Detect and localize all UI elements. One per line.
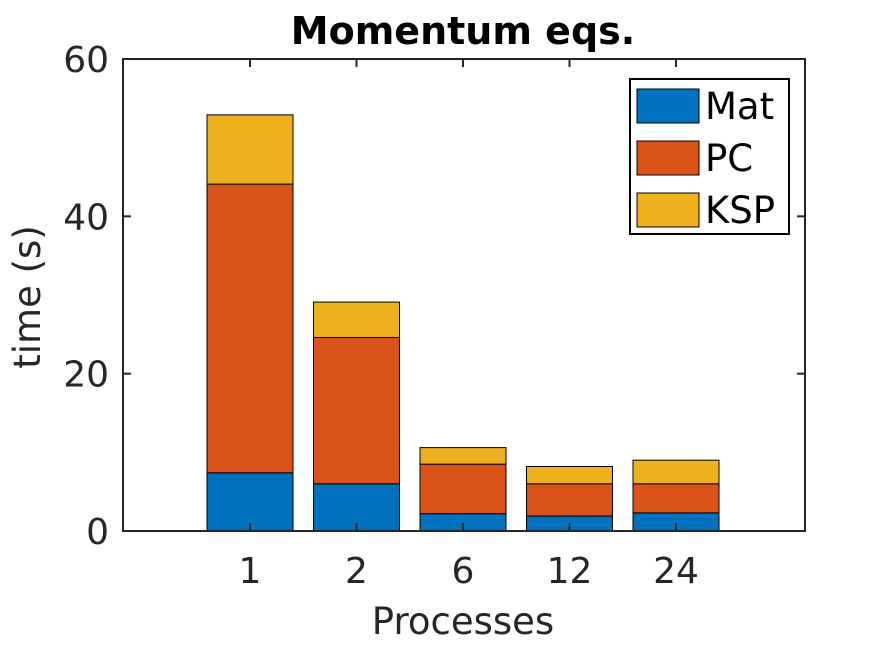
legend-label-ksp: KSP — [705, 189, 775, 232]
x-tick-label-1: 1 — [239, 551, 262, 592]
bar-pc-12 — [526, 483, 613, 517]
bar-pc-1 — [206, 183, 294, 474]
legend-label-pc: PC — [705, 137, 753, 180]
bar-ksp-1 — [206, 114, 294, 185]
x-tick-label-12: 12 — [547, 551, 593, 592]
bar-ksp-6 — [419, 447, 507, 465]
bar-pc-6 — [419, 463, 507, 515]
y-tick-label-40: 40 — [63, 197, 109, 238]
bar-ksp-24 — [632, 459, 720, 485]
x-tick-label-2: 2 — [345, 551, 368, 592]
bar-ksp-2 — [313, 301, 400, 338]
bars-group — [206, 114, 720, 532]
bar-mat-1 — [206, 472, 294, 532]
bar-pc-2 — [313, 336, 400, 485]
legend-swatch-pc — [636, 140, 700, 176]
legend: Mat PC KSP — [629, 78, 790, 235]
legend-label-mat: Mat — [705, 85, 774, 128]
x-tick-label-6: 6 — [452, 551, 475, 592]
y-tick-label-0: 0 — [86, 512, 109, 553]
x-tick-label-24: 24 — [653, 551, 699, 592]
bar-pc-24 — [632, 483, 720, 514]
x-axis-label: Processes — [372, 600, 554, 643]
legend-swatch-mat — [636, 88, 700, 124]
y-tick-label-20: 20 — [63, 355, 109, 396]
y-axis-label: time (s) — [6, 225, 49, 369]
legend-swatch-ksp — [636, 192, 700, 228]
bar-ksp-12 — [526, 465, 613, 485]
y-tick-label-60: 60 — [63, 40, 109, 81]
chart-title: Momentum eqs. — [291, 9, 635, 53]
